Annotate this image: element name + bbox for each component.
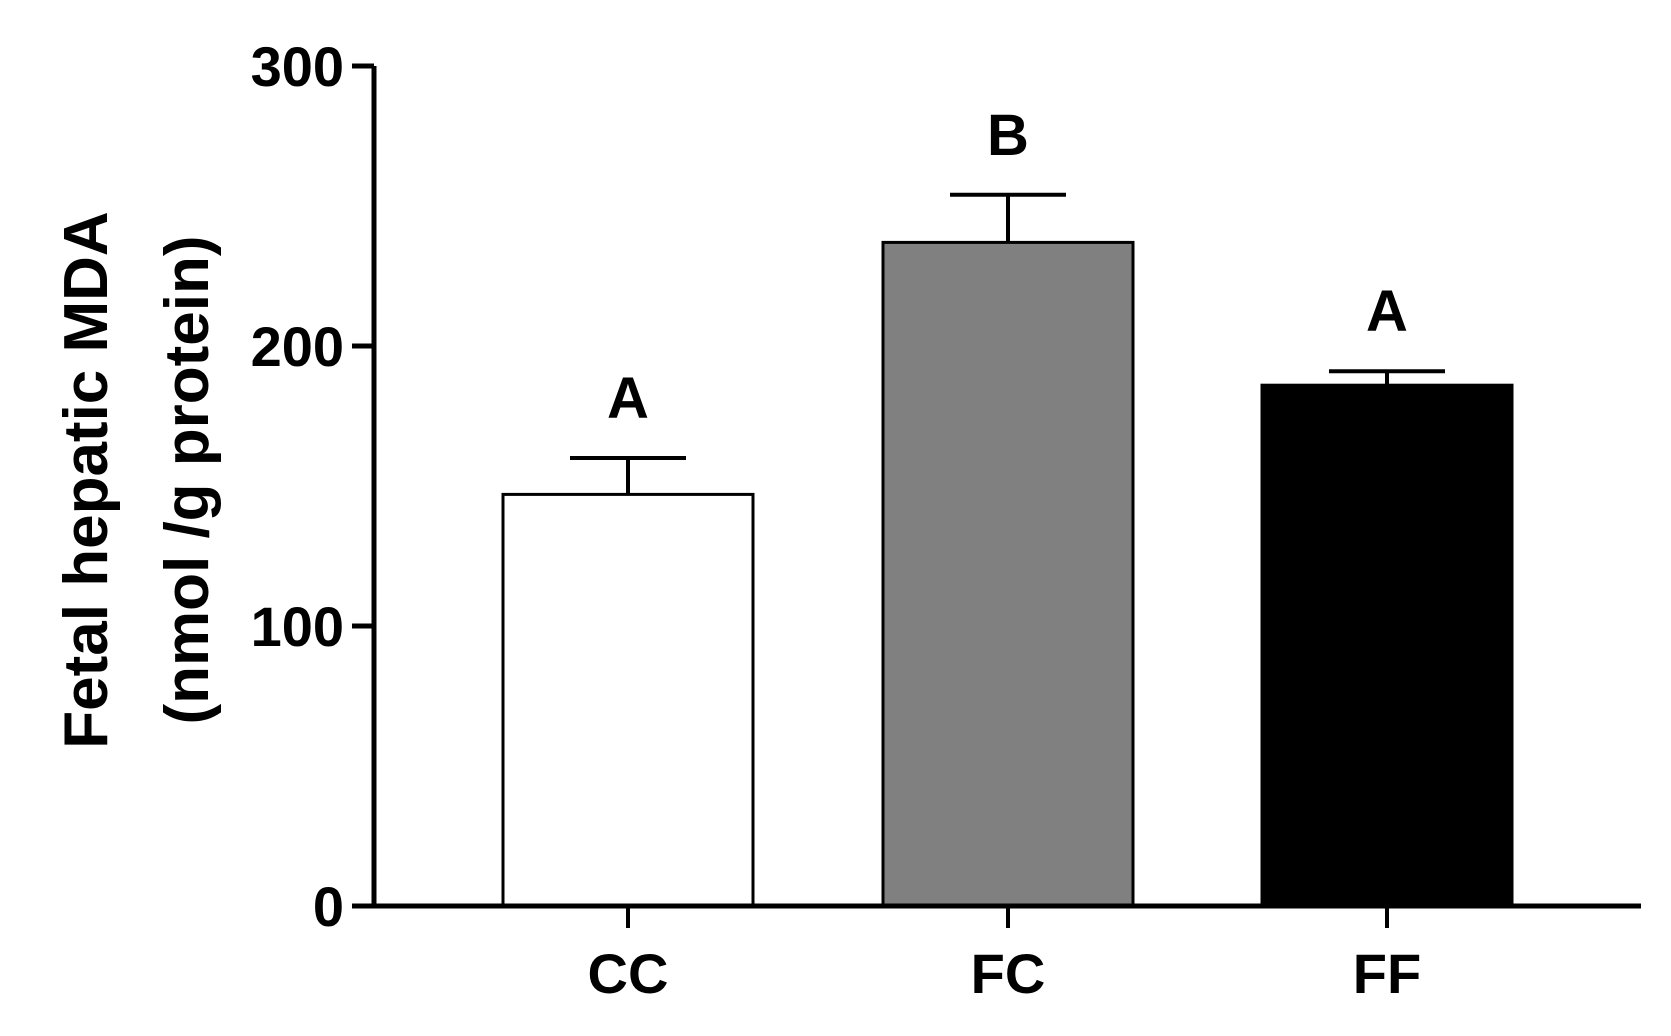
bar-ff xyxy=(1260,383,1514,908)
y-tick-label-200: 200 xyxy=(251,315,344,378)
significance-label-fc: B xyxy=(987,103,1029,168)
bars-group xyxy=(501,192,1514,908)
significance-label-ff: A xyxy=(1366,279,1408,344)
y-tick-label-300: 300 xyxy=(251,35,344,98)
x-tick-label-ff: FF xyxy=(1353,942,1421,1005)
y-axis-title: Fetal hepatic MDA (nmol /g protein) xyxy=(52,211,222,748)
labels-group: A CC B FC A FF 0 100 200 300 xyxy=(251,35,1422,1005)
y-tick-label-100: 100 xyxy=(251,595,344,658)
x-tick-label-cc: CC xyxy=(588,942,669,1005)
bar-cc xyxy=(501,492,755,908)
bar-fc xyxy=(881,240,1135,908)
x-tick-label-fc: FC xyxy=(971,942,1046,1005)
axes-group xyxy=(352,63,1641,928)
significance-label-cc: A xyxy=(607,366,649,431)
y-tick-label-0: 0 xyxy=(313,875,344,938)
y-axis-title-line2: (nmol /g protein) xyxy=(153,235,222,724)
y-axis-title-line1: Fetal hepatic MDA xyxy=(52,211,121,748)
